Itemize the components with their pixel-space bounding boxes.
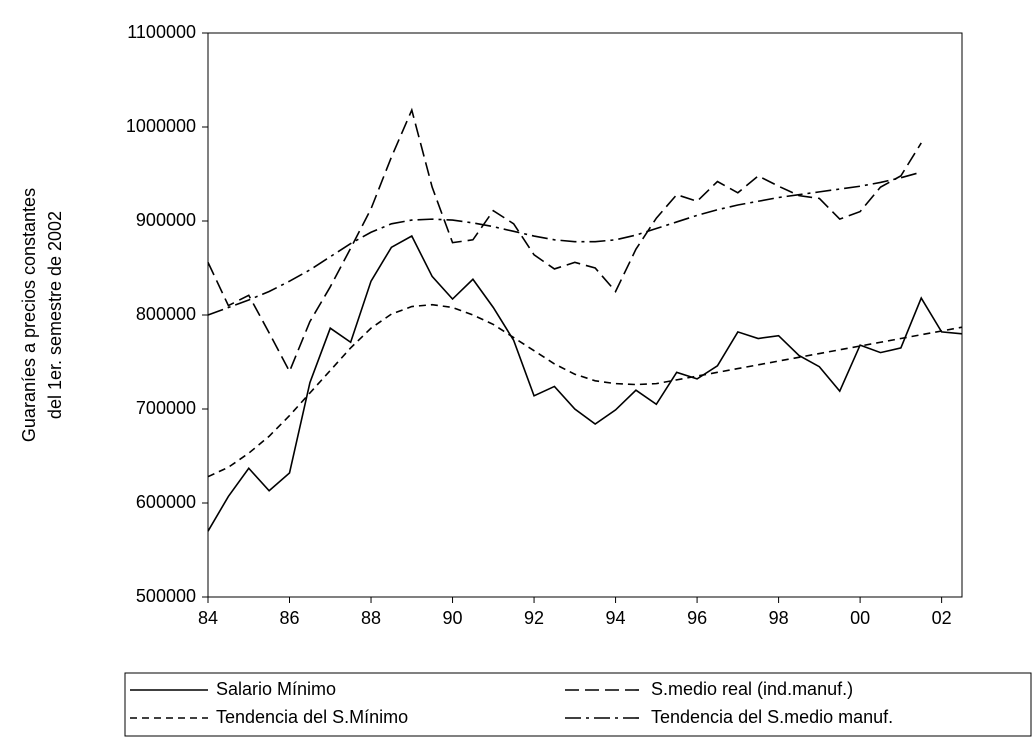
y-axis-label: Guaraníes a precios constantes: [19, 188, 39, 442]
y-tick-label: 900000: [136, 210, 196, 230]
x-tick-label: 96: [687, 608, 707, 628]
x-tick-label: 92: [524, 608, 544, 628]
y-tick-label: 600000: [136, 492, 196, 512]
line-series: [207, 171, 922, 316]
x-tick-label: 86: [279, 608, 299, 628]
legend-label: S.medio real (ind.manuf.): [651, 679, 853, 699]
x-tick-label: 98: [769, 608, 789, 628]
line-series: [207, 107, 922, 374]
y-tick-label: 500000: [136, 586, 196, 606]
x-tick-label: 88: [361, 608, 381, 628]
x-tick-label: 90: [443, 608, 463, 628]
line-series: [207, 303, 963, 478]
plot-frame: [207, 32, 963, 598]
legend-box: [124, 672, 1032, 737]
x-tick-label: 00: [850, 608, 870, 628]
legend-label: Salario Mínimo: [216, 679, 336, 699]
y-tick-label: 1100000: [127, 22, 196, 42]
line-series: [207, 234, 963, 532]
y-tick-label: 800000: [136, 304, 196, 324]
x-tick-label: 84: [198, 608, 218, 628]
y-tick-label: 1000000: [126, 116, 196, 136]
legend-label: Tendencia del S.medio manuf.: [651, 707, 893, 727]
x-tick-label: 02: [932, 608, 952, 628]
legend-label: Tendencia del S.Mínimo: [216, 707, 408, 727]
y-tick-label: 700000: [136, 398, 196, 418]
y-axis-label: del 1er. semestre de 2002: [45, 211, 65, 419]
x-tick-label: 94: [606, 608, 626, 628]
